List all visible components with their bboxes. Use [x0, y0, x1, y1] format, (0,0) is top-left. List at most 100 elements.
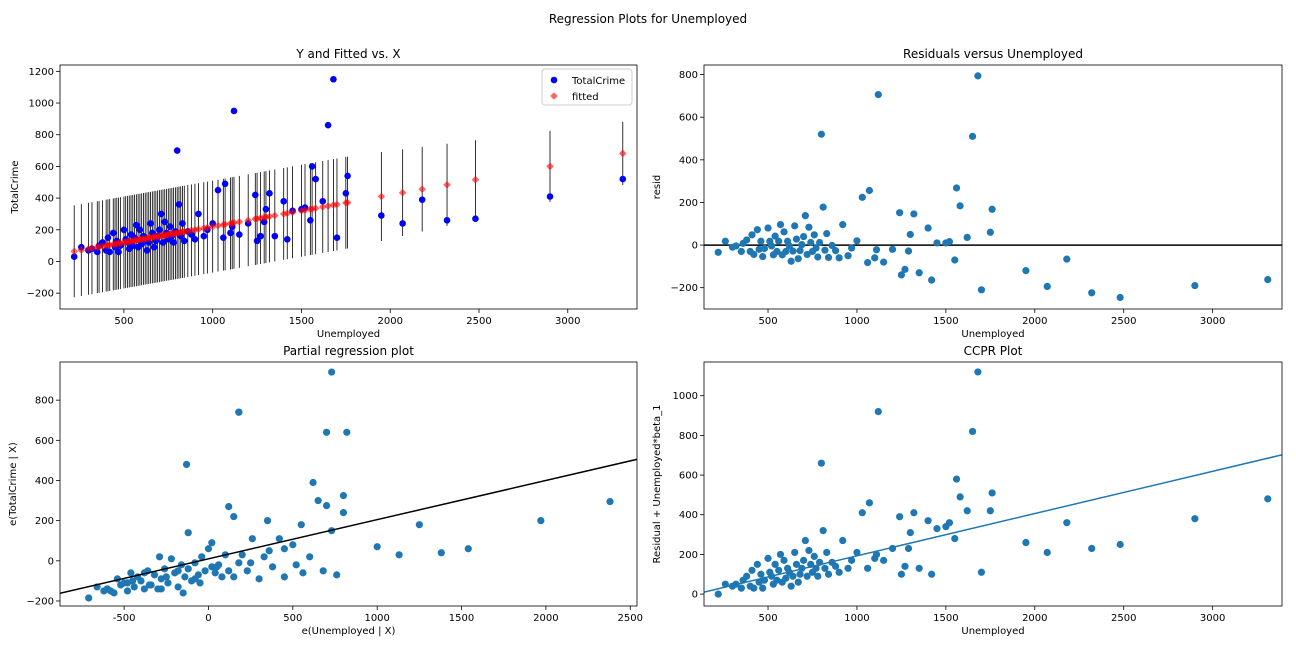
- data-point: [828, 241, 836, 250]
- data-point: [858, 509, 866, 517]
- data-point: [243, 567, 251, 575]
- data-point: [864, 564, 872, 572]
- data-point: [812, 244, 820, 252]
- data-point-totalcrime: [191, 235, 199, 243]
- data-point-fitted: [95, 243, 103, 251]
- data-point: [235, 559, 243, 567]
- data-point: [821, 246, 829, 254]
- data-point-totalcrime: [342, 190, 350, 197]
- data-point: [977, 286, 986, 294]
- data-point: [880, 556, 888, 564]
- data-point: [750, 250, 758, 259]
- x-tick-label: 3000: [555, 316, 580, 327]
- data-point-fitted: [70, 247, 79, 256]
- x-tick-label: 3000: [1200, 613, 1225, 624]
- data-point: [814, 572, 822, 580]
- data-point: [874, 91, 882, 99]
- plot-partial-regression: Partial regression plot -500 0 500 1000 1500 2…: [8, 344, 643, 637]
- data-point: [292, 561, 300, 569]
- data-point-fitted: [253, 214, 261, 223]
- data-point: [174, 583, 182, 591]
- x-tick-label: 2000: [533, 613, 558, 624]
- data-point: [801, 536, 809, 545]
- data-point: [901, 562, 909, 570]
- data-point: [871, 254, 879, 262]
- data-point: [373, 543, 381, 551]
- data-point: [817, 130, 825, 138]
- plot-area: [704, 368, 1282, 598]
- figure-suptitle: Regression Plots for Unemployed: [549, 12, 747, 26]
- data-point-totalcrime: [133, 221, 140, 229]
- data-point: [750, 584, 758, 592]
- data-point: [289, 541, 297, 549]
- data-point: [844, 564, 852, 572]
- data-point-totalcrime: [619, 175, 627, 183]
- data-point: [803, 250, 811, 259]
- data-point: [184, 529, 192, 537]
- data-point: [910, 210, 918, 218]
- y-axis-label: TotalCrime: [10, 160, 21, 214]
- data-point: [123, 579, 132, 587]
- data-point: [204, 545, 213, 553]
- data-point: [858, 193, 866, 201]
- data-point: [880, 258, 888, 266]
- y-tick-label: 1200: [29, 67, 54, 78]
- data-point: [945, 519, 954, 527]
- data-point-totalcrime: [271, 232, 279, 240]
- data-point: [137, 577, 145, 585]
- data-point-totalcrime: [104, 234, 112, 242]
- data-point: [759, 252, 767, 261]
- data-point: [343, 428, 351, 436]
- data-point: [796, 247, 804, 255]
- data-point: [721, 237, 729, 245]
- data-point: [787, 582, 795, 590]
- y-tick-label: 600: [679, 113, 698, 124]
- data-point: [174, 567, 182, 575]
- data-point: [896, 513, 904, 521]
- data-point: [974, 72, 982, 80]
- data-point: [832, 247, 840, 255]
- data-point: [123, 587, 132, 595]
- data-point: [208, 539, 216, 547]
- data-point: [963, 233, 971, 241]
- data-point: [771, 232, 779, 240]
- plot-residuals-versus-unemployed: Residuals versus Unemployed 500 1000 1500 20…: [652, 47, 1283, 340]
- data-point-fitted: [256, 214, 265, 222]
- data-point: [1116, 540, 1124, 549]
- data-point: [201, 567, 209, 575]
- x-tick-label: 2500: [466, 316, 491, 327]
- data-point: [150, 571, 159, 579]
- data-point-fitted: [618, 149, 627, 158]
- y-tick-label: 400: [679, 155, 698, 166]
- data-point-fitted: [333, 200, 341, 209]
- data-point: [155, 553, 164, 561]
- x-axis-label: Unemployed: [961, 329, 1024, 340]
- data-point-fitted: [88, 244, 96, 252]
- data-point: [819, 203, 827, 211]
- data-point: [951, 256, 959, 264]
- data-point-totalcrime: [143, 247, 151, 254]
- data-point: [764, 554, 772, 562]
- plot-title: Y and Fitted vs. X: [295, 47, 400, 61]
- x-tick-label: 1500: [933, 316, 958, 327]
- x-tick-label: 2500: [1111, 613, 1136, 624]
- data-point: [753, 560, 761, 568]
- data-point: [798, 241, 806, 249]
- x-tick-label: 0: [205, 613, 211, 624]
- data-point: [230, 573, 238, 581]
- data-point-totalcrime: [546, 193, 554, 200]
- y-tick-label: −200: [671, 283, 698, 294]
- data-point: [213, 563, 221, 571]
- x-tick-label: 1000: [364, 613, 389, 624]
- x-axis-label: Unemployed: [961, 626, 1024, 637]
- y-tick-label: 400: [679, 510, 698, 521]
- x-tick-label: 2000: [1022, 613, 1047, 624]
- data-point-totalcrime: [136, 226, 144, 234]
- data-point-fitted: [279, 210, 288, 218]
- y-axis-label: Residual + Unemployed*beta_1: [652, 404, 663, 563]
- data-point: [225, 567, 233, 575]
- data-point: [322, 428, 331, 436]
- y-tick-label: 0: [48, 257, 54, 268]
- y-tick-label: 0: [48, 556, 54, 567]
